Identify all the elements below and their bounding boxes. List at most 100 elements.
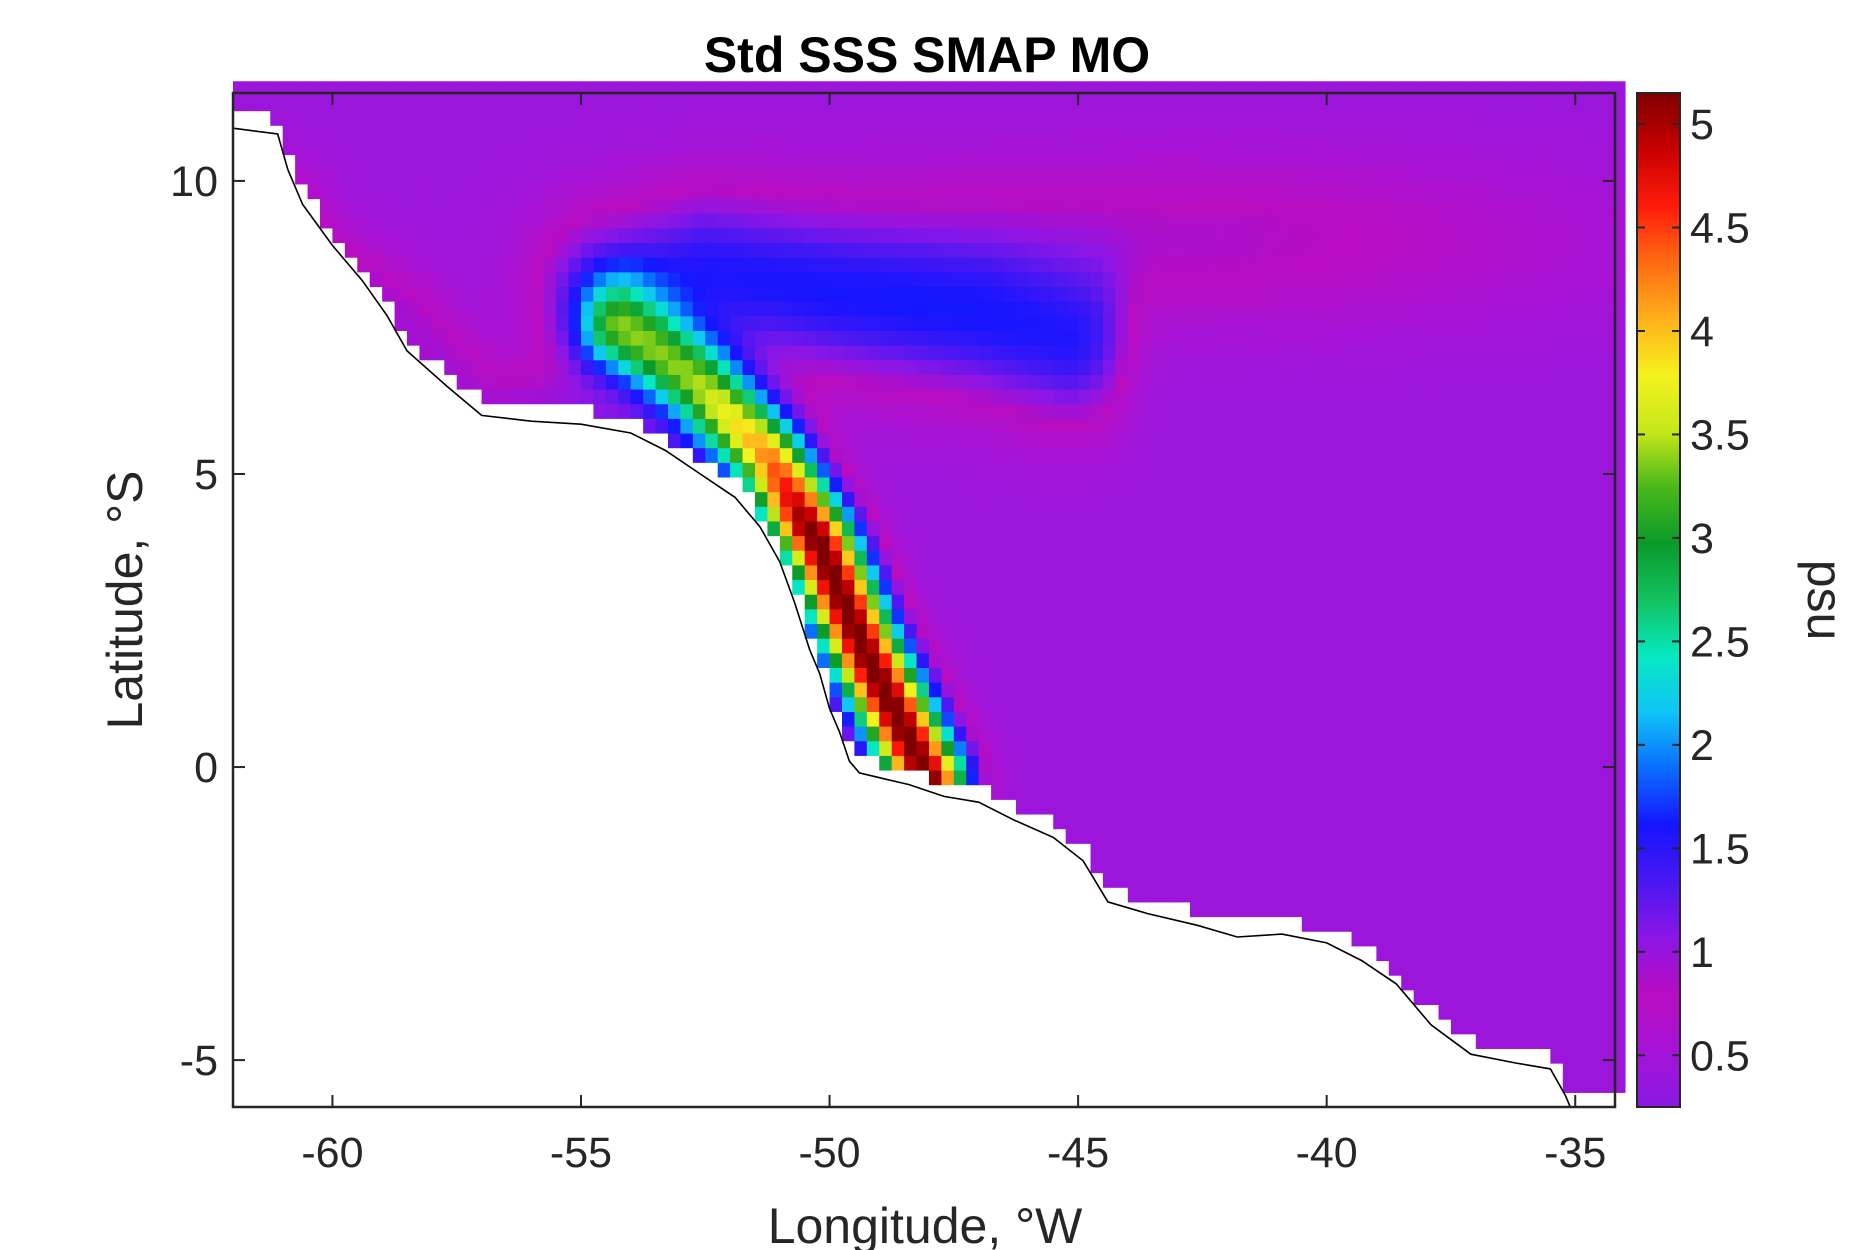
heatmap-cell [1264, 330, 1278, 346]
heatmap-cell [419, 301, 433, 317]
heatmap-cell [904, 550, 918, 566]
heatmap-cell [829, 682, 843, 698]
heatmap-cell [1450, 257, 1464, 273]
heatmap-cell [1401, 843, 1415, 859]
heatmap-cell [1587, 623, 1601, 639]
heatmap-cell [891, 213, 905, 229]
heatmap-cell [1090, 286, 1104, 302]
heatmap-cell [1252, 579, 1266, 595]
heatmap-cell [1239, 388, 1253, 405]
heatmap-cell [891, 638, 905, 654]
heatmap-cell [1363, 110, 1377, 126]
heatmap-cell [1488, 945, 1502, 962]
heatmap-cell [1587, 388, 1601, 405]
heatmap-cell [1488, 755, 1502, 771]
heatmap-cell [991, 769, 1005, 786]
heatmap-cell [1475, 784, 1489, 800]
heatmap-cell [792, 462, 806, 478]
heatmap-cell [1090, 198, 1104, 214]
heatmap-cell [754, 110, 769, 126]
heatmap-cell [1264, 608, 1278, 625]
heatmap-cell [1488, 564, 1502, 581]
heatmap-cell [692, 198, 706, 214]
heatmap-cell [1202, 564, 1216, 581]
heatmap-cell [742, 432, 756, 449]
heatmap-cell [1028, 110, 1042, 126]
heatmap-cell [1078, 447, 1092, 463]
heatmap-cell [1239, 271, 1253, 288]
heatmap-cell [1127, 740, 1141, 756]
heatmap-cell [854, 462, 868, 478]
x-tick-label: -50 [798, 1129, 860, 1177]
heatmap-cell [754, 139, 769, 156]
heatmap-cell [1488, 271, 1502, 288]
heatmap-cell [1376, 579, 1390, 595]
heatmap-cell [1562, 1004, 1576, 1020]
heatmap-cell [1537, 975, 1551, 991]
heatmap-cell [1376, 813, 1390, 830]
heatmap-cell [978, 110, 992, 126]
heatmap-cell [1326, 594, 1340, 610]
heatmap-cell [1438, 359, 1452, 375]
heatmap-cell [456, 286, 470, 302]
heatmap-cell [1040, 183, 1054, 200]
heatmap-cell [1525, 418, 1539, 434]
heatmap-cell [1450, 520, 1464, 537]
heatmap-cell [817, 139, 831, 156]
heatmap-cell [568, 359, 582, 375]
heatmap-cell [978, 213, 992, 229]
heatmap-cell [1500, 828, 1514, 844]
heatmap-cell [1239, 813, 1253, 830]
heatmap-cell [618, 330, 632, 346]
heatmap-cell [1513, 960, 1527, 976]
heatmap-cell [1028, 139, 1042, 156]
heatmap-cell [1488, 286, 1502, 302]
heatmap-cell [1252, 139, 1266, 156]
heatmap-cell [1537, 330, 1551, 346]
heatmap-cell [605, 213, 619, 229]
heatmap-cell [1550, 476, 1564, 493]
heatmap-cell [1537, 183, 1551, 200]
heatmap-cell [1053, 154, 1067, 170]
heatmap-cell [1152, 330, 1166, 346]
heatmap-cell [1289, 535, 1303, 551]
heatmap-cell [1078, 491, 1092, 507]
heatmap-cell [1488, 491, 1502, 507]
heatmap-cell [1202, 198, 1216, 214]
heatmap-cell [1189, 476, 1203, 493]
heatmap-cell [1102, 315, 1116, 331]
heatmap-cell [841, 154, 855, 170]
heatmap-cell [518, 110, 532, 126]
heatmap-cell [1351, 139, 1365, 156]
heatmap-cell [1339, 315, 1353, 331]
heatmap-cell [1065, 183, 1079, 200]
heatmap-cell [1376, 169, 1390, 185]
heatmap-cell [593, 95, 607, 112]
heatmap-cell [1450, 960, 1464, 976]
heatmap-cell [1289, 652, 1303, 668]
heatmap-cell [1214, 286, 1228, 302]
heatmap-cell [792, 403, 806, 419]
heatmap-cell [1276, 198, 1290, 214]
heatmap-cell [1401, 652, 1415, 668]
heatmap-cell [941, 638, 955, 654]
heatmap-cell [369, 213, 383, 229]
heatmap-cell [1488, 726, 1502, 742]
heatmap-cell [1127, 535, 1141, 551]
heatmap-cell [1363, 594, 1377, 610]
heatmap-cell [916, 169, 930, 185]
heatmap-cell [1351, 887, 1365, 903]
heatmap-cell [1090, 359, 1104, 375]
heatmap-cell [1575, 315, 1589, 331]
heatmap-cell [1438, 828, 1452, 844]
heatmap-cell [1513, 242, 1527, 258]
heatmap-cell [1090, 550, 1104, 566]
heatmap-cell [1202, 388, 1216, 405]
heatmap-cell [680, 315, 694, 331]
heatmap-cell [1376, 769, 1390, 786]
heatmap-cell [1140, 432, 1154, 449]
heatmap-cell [829, 95, 843, 112]
heatmap-cell [1177, 682, 1191, 698]
heatmap-cell [966, 418, 980, 434]
heatmap-cell [1488, 652, 1502, 668]
